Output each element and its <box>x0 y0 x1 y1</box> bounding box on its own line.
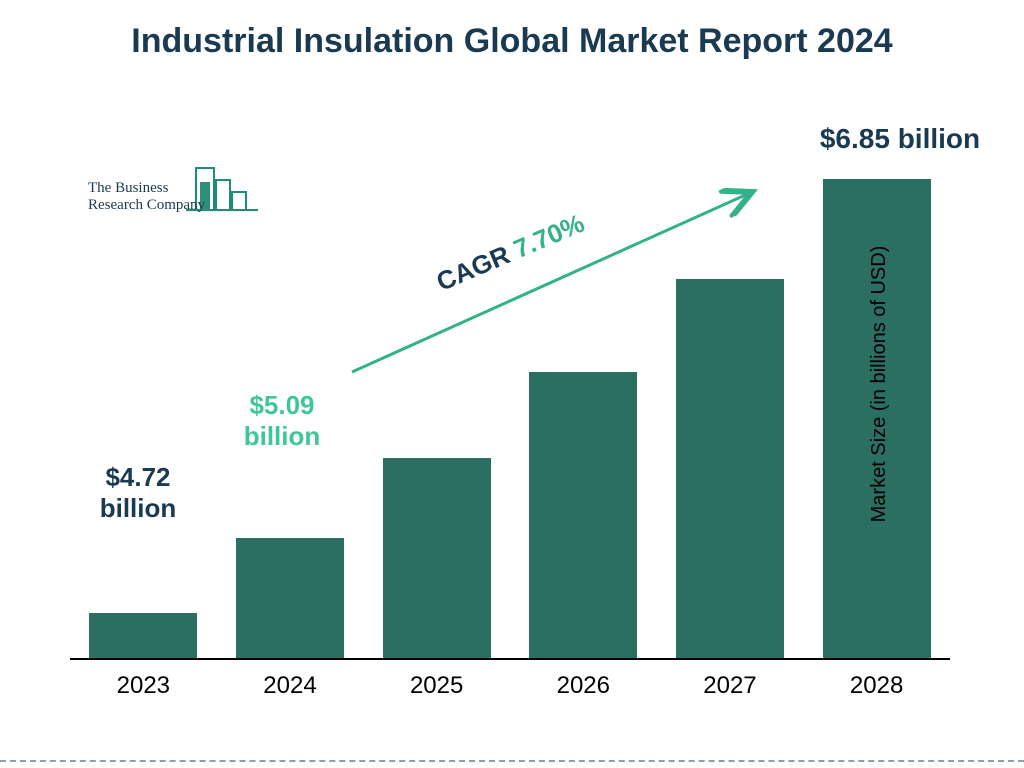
x-tick-label: 2026 <box>518 672 648 700</box>
value-callout-2023: $4.72 billion <box>78 462 198 524</box>
x-axis-line <box>70 658 950 660</box>
bar <box>236 538 344 658</box>
page: Industrial Insulation Global Market Repo… <box>0 0 1024 768</box>
x-tick-label: 2027 <box>665 672 795 700</box>
bar <box>383 458 491 658</box>
bar <box>529 372 637 658</box>
x-tick-label: 2028 <box>812 672 942 700</box>
value-callout-2028: $6.85 billion <box>800 122 1000 156</box>
bar-slot <box>225 538 355 658</box>
bar-slot <box>372 458 502 658</box>
cagr-arrow <box>342 172 772 392</box>
bar-slot <box>518 372 648 658</box>
x-axis-labels: 2023 2024 2025 2026 2027 2028 <box>70 672 950 700</box>
y-axis-label: Market Size (in billions of USD) <box>868 246 891 523</box>
x-tick-label: 2025 <box>372 672 502 700</box>
bar-slot <box>78 613 208 658</box>
bar <box>89 613 197 658</box>
footer-divider <box>0 760 1024 762</box>
value-callout-2024: $5.09 billion <box>222 390 342 452</box>
x-tick-label: 2023 <box>78 672 208 700</box>
x-tick-label: 2024 <box>225 672 355 700</box>
chart-title: Industrial Insulation Global Market Repo… <box>0 20 1024 63</box>
